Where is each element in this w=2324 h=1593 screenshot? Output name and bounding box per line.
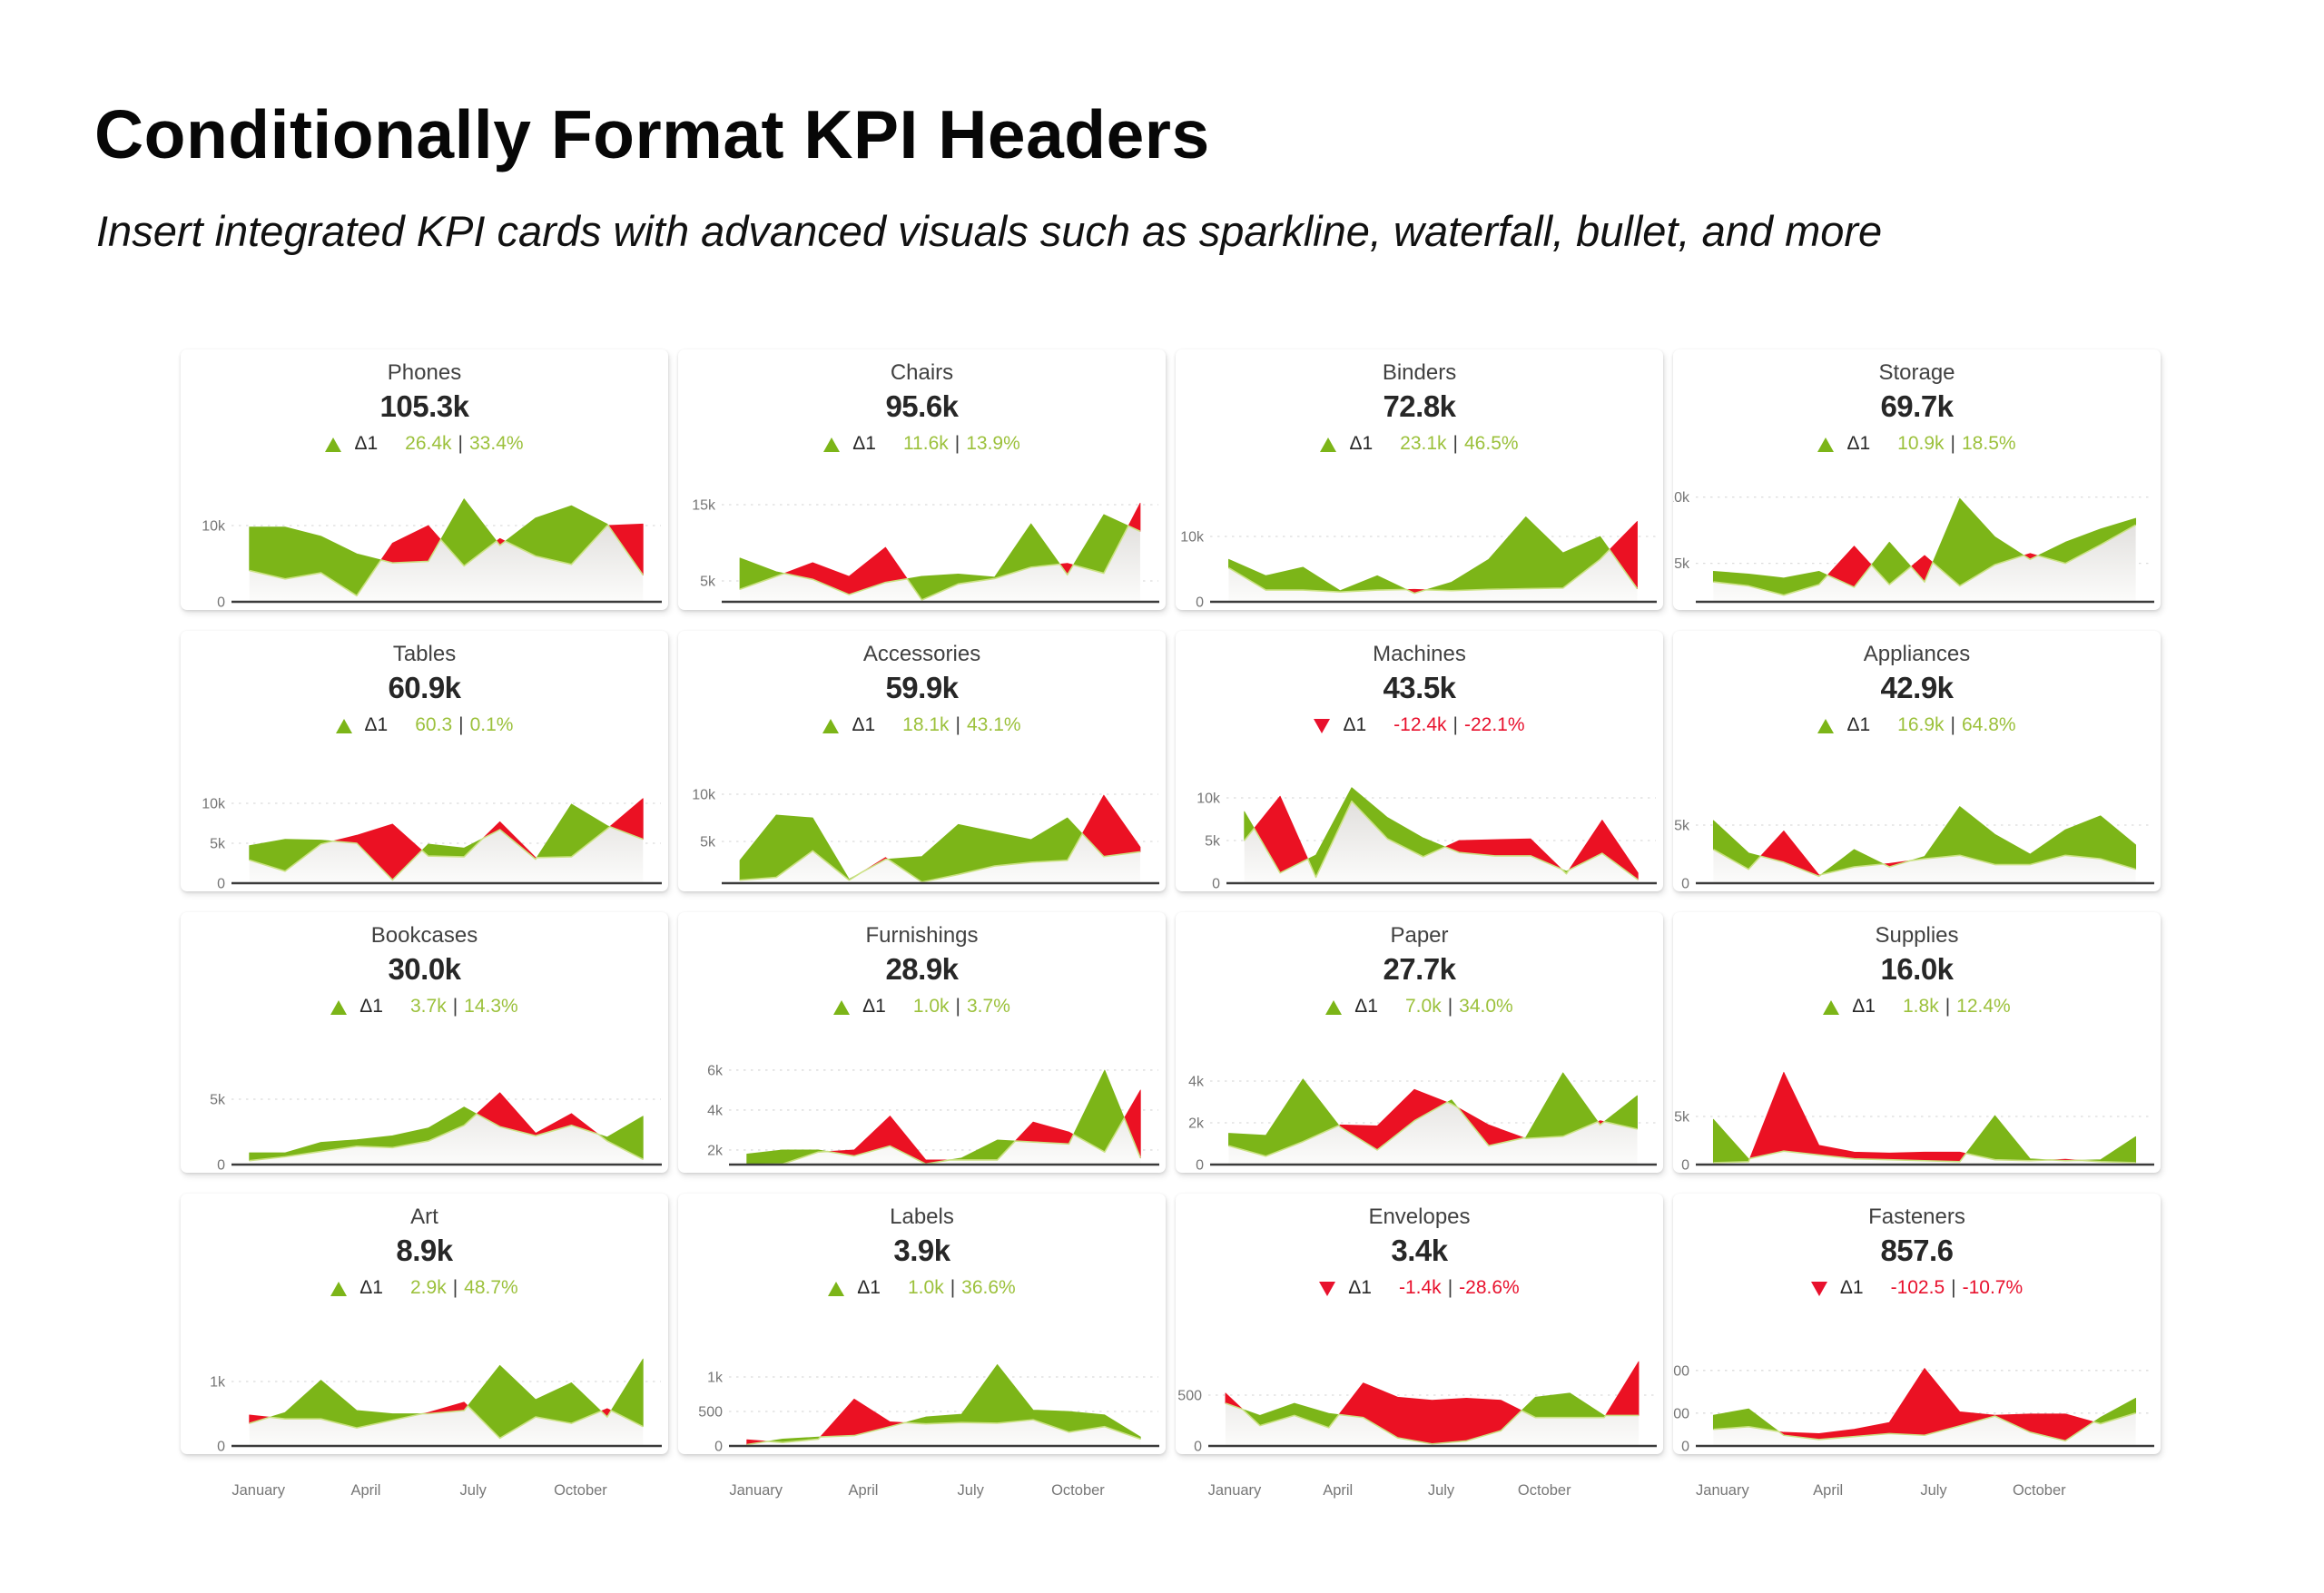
svg-text:100: 100 [1673,1406,1689,1421]
svg-text:10k: 10k [1180,530,1205,546]
svg-text:5k: 5k [700,574,716,589]
svg-text:1k: 1k [707,1371,724,1386]
svg-text:10k: 10k [692,788,716,803]
svg-text:10k: 10k [202,797,226,812]
svg-text:10k: 10k [1196,792,1221,807]
svg-text:200: 200 [1673,1363,1689,1379]
svg-text:4k: 4k [707,1103,724,1118]
svg-text:0: 0 [217,1158,225,1174]
svg-text:0: 0 [1681,877,1689,892]
svg-text:5k: 5k [700,835,716,851]
svg-text:15k: 15k [692,497,716,513]
svg-text:10k: 10k [202,519,226,535]
svg-text:0: 0 [1681,1158,1689,1174]
svg-text:2k: 2k [1188,1116,1205,1132]
svg-text:500: 500 [1177,1389,1202,1404]
svg-text:5k: 5k [1674,1110,1690,1126]
svg-text:5k: 5k [1205,834,1221,850]
svg-text:6k: 6k [707,1063,724,1078]
svg-text:5k: 5k [210,837,226,852]
svg-text:0: 0 [217,877,225,892]
svg-text:0: 0 [1212,877,1220,892]
svg-text:0: 0 [1681,1440,1689,1455]
svg-text:0: 0 [714,1440,723,1455]
svg-text:4k: 4k [1188,1075,1205,1090]
svg-text:0: 0 [1196,1158,1204,1174]
svg-text:1k: 1k [210,1375,226,1391]
svg-text:5k: 5k [1674,819,1690,834]
svg-text:0: 0 [1196,595,1204,611]
svg-text:10k: 10k [1673,490,1690,506]
svg-text:0: 0 [1194,1440,1202,1455]
svg-text:0: 0 [217,595,225,611]
svg-text:2k: 2k [707,1143,724,1158]
svg-text:500: 500 [698,1405,723,1421]
svg-text:5k: 5k [1674,556,1690,572]
svg-text:0: 0 [217,1440,225,1455]
svg-text:5k: 5k [210,1093,226,1108]
